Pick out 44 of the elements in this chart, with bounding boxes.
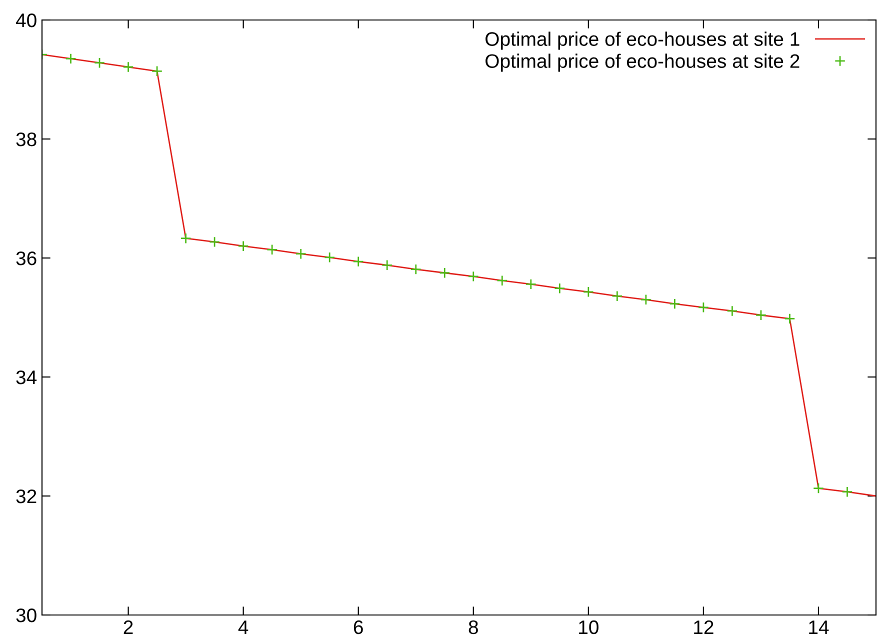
y-tick-label: 32 <box>16 489 36 504</box>
point <box>698 302 710 313</box>
legend-label: Optimal price of eco-houses at site 1 <box>486 32 800 50</box>
point <box>784 313 796 324</box>
x-tick-label: 10 <box>579 620 598 634</box>
point <box>94 57 106 68</box>
point <box>208 236 220 248</box>
point <box>410 264 422 275</box>
point <box>612 290 623 302</box>
point <box>842 486 853 498</box>
point <box>669 298 680 310</box>
point <box>439 267 450 278</box>
point <box>324 252 336 263</box>
y-tick-label: 40 <box>16 13 36 28</box>
point <box>295 248 306 260</box>
point <box>238 240 249 252</box>
x-tick-label: 12 <box>694 620 714 634</box>
x-tick-label: 4 <box>238 620 248 634</box>
point <box>496 275 508 286</box>
point <box>812 482 824 494</box>
x-tick-label: 8 <box>468 620 478 634</box>
point <box>65 53 76 64</box>
point <box>726 305 738 317</box>
point <box>266 244 278 256</box>
point <box>640 294 652 306</box>
point <box>122 61 134 73</box>
x-tick-label: 6 <box>354 620 363 634</box>
point <box>352 256 364 268</box>
point <box>151 66 163 77</box>
y-tick-label: 36 <box>16 251 36 266</box>
point <box>382 260 393 271</box>
point <box>755 310 767 321</box>
line-series <box>42 54 876 497</box>
point <box>554 282 566 294</box>
y-tick-label: 30 <box>16 608 36 622</box>
point <box>525 278 536 290</box>
y-tick-label: 34 <box>16 370 37 384</box>
point <box>180 232 192 244</box>
x-tick-label: 2 <box>124 620 133 634</box>
legend-label: Optimal price of eco-houses at site 2 <box>486 54 800 72</box>
y-tick-label: 38 <box>16 132 36 146</box>
point <box>582 286 594 298</box>
point <box>468 270 479 282</box>
x-tick-label: 14 <box>809 620 829 634</box>
